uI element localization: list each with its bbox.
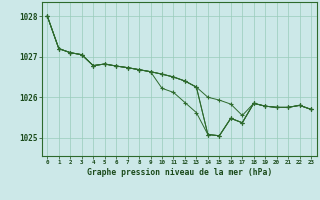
X-axis label: Graphe pression niveau de la mer (hPa): Graphe pression niveau de la mer (hPa) [87,168,272,177]
